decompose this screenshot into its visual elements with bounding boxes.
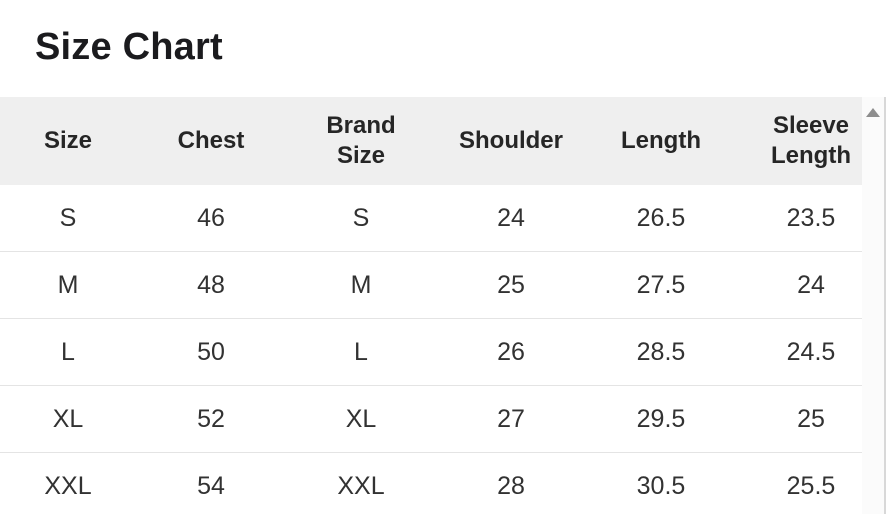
cell-sleeve-length: 25: [736, 385, 886, 453]
cell-shoulder: 26: [436, 318, 586, 386]
cell-length: 27.5: [586, 251, 736, 319]
cell-size: L: [0, 318, 136, 386]
table-row-m: M 48 M 25 27.5 24: [0, 251, 886, 319]
column-header-size: Size: [0, 97, 136, 185]
cell-brand-size: XL: [286, 385, 436, 453]
cell-size: XXL: [0, 452, 136, 514]
column-header-sleeve-length: Sleeve Length: [736, 97, 886, 185]
cell-length: 28.5: [586, 318, 736, 386]
cell-chest: 50: [136, 318, 286, 386]
cell-shoulder: 25: [436, 251, 586, 319]
cell-brand-size: XXL: [286, 452, 436, 514]
size-chart-table-container: Size Chest Brand Size Shoulder Length Sleeve …: [0, 97, 886, 514]
column-header-brand-size: Brand Size: [286, 97, 436, 185]
cell-sleeve-length: 24.5: [736, 318, 886, 386]
table-row-xxl: XXL 54 XXL 28 30.5 25.5: [0, 452, 886, 514]
cell-shoulder: 24: [436, 185, 586, 252]
cell-chest: 48: [136, 251, 286, 319]
table-row-l: L 50 L 26 28.5 24.5: [0, 318, 886, 386]
column-header-shoulder: Shoulder: [436, 97, 586, 185]
cell-size: S: [0, 185, 136, 252]
vertical-scrollbar[interactable]: [862, 97, 886, 514]
cell-length: 26.5: [586, 185, 736, 252]
column-header-length: Length: [586, 97, 736, 185]
table-header-row: Size Chest Brand Size Shoulder Length Sleeve …: [0, 97, 886, 185]
cell-size: M: [0, 251, 136, 319]
cell-brand-size: L: [286, 318, 436, 386]
cell-sleeve-length: 23.5: [736, 185, 886, 252]
table-row-s: S 46 S 24 26.5 23.5: [0, 185, 886, 252]
cell-size: XL: [0, 385, 136, 453]
cell-length: 29.5: [586, 385, 736, 453]
cell-shoulder: 28: [436, 452, 586, 514]
cell-chest: 54: [136, 452, 286, 514]
cell-shoulder: 27: [436, 385, 586, 453]
cell-sleeve-length: 25.5: [736, 452, 886, 514]
page-title: Size Chart: [35, 26, 223, 68]
scroll-up-button[interactable]: [862, 97, 884, 123]
scroll-up-arrow-icon: [866, 107, 880, 117]
cell-brand-size: S: [286, 185, 436, 252]
cell-chest: 52: [136, 385, 286, 453]
cell-brand-size: M: [286, 251, 436, 319]
cell-sleeve-length: 24: [736, 251, 886, 319]
cell-length: 30.5: [586, 452, 736, 514]
size-chart-table: Size Chest Brand Size Shoulder Length Sleeve …: [0, 97, 886, 514]
column-header-chest: Chest: [136, 97, 286, 185]
cell-chest: 46: [136, 185, 286, 252]
table-row-xl: XL 52 XL 27 29.5 25: [0, 385, 886, 453]
